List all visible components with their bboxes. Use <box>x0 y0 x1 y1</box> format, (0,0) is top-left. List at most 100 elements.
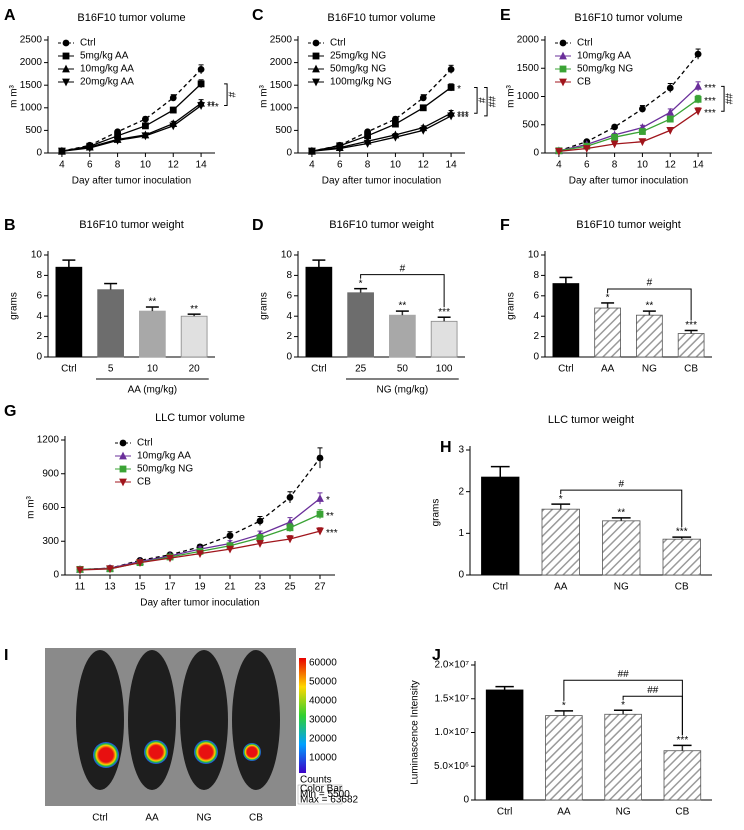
chart-title: B16F10 tumor weight <box>576 219 681 231</box>
y-tick-label: 8 <box>286 270 292 281</box>
bar <box>545 715 583 801</box>
marker <box>169 122 178 131</box>
series-line <box>311 112 452 152</box>
x-tick-label: 27 <box>314 582 326 593</box>
marker <box>141 132 150 141</box>
bracket <box>474 86 478 114</box>
legend-label: 20mg/kg AA <box>80 77 134 88</box>
marker <box>419 94 427 102</box>
panel-label: I <box>4 647 8 664</box>
y-tick-label: 1.5×10⁷ <box>435 693 470 704</box>
marker <box>196 550 204 559</box>
y-tick-label: 2.0×10⁷ <box>435 660 470 671</box>
colorbar-note: Min = 5500 <box>300 789 350 800</box>
x-axis-label: Day after tumor inoculation <box>72 176 192 187</box>
significance: *** <box>676 527 688 538</box>
x-tick-label: Ctrl <box>558 364 574 375</box>
legend-marker <box>312 64 320 73</box>
x-tick-label: 12 <box>418 160 430 171</box>
series-line <box>558 85 699 152</box>
bracket-label: # <box>647 278 653 289</box>
x-tick-label: 4 <box>556 160 562 171</box>
x-tick-label: 17 <box>164 582 176 593</box>
bar <box>97 289 124 358</box>
mouse <box>180 650 228 790</box>
bracket <box>721 85 725 112</box>
legend-marker <box>312 52 320 60</box>
legend-label: Ctrl <box>330 38 346 49</box>
series-line <box>558 98 699 152</box>
marker <box>447 84 455 91</box>
chart-title: B16F10 tumor volume <box>77 12 185 24</box>
mouse <box>232 650 280 790</box>
marker <box>392 120 399 128</box>
y-tick-label: 0 <box>286 352 292 363</box>
series-line <box>79 497 321 571</box>
y-tick-label: 2 <box>36 331 42 342</box>
bar <box>485 689 524 801</box>
series-line <box>61 102 202 152</box>
y-tick-label: 6 <box>533 290 539 301</box>
marker <box>666 107 675 116</box>
y-tick-label: 6 <box>286 290 292 301</box>
legend-label: 50mg/kg NG <box>577 64 633 75</box>
x-tick-label: 25 <box>284 582 296 593</box>
x-tick-label: 19 <box>194 582 206 593</box>
x-tick-label: 20 <box>189 364 201 375</box>
y-tick-label: 1200 <box>37 435 60 446</box>
bar <box>602 520 641 576</box>
panel-label: A <box>4 7 16 24</box>
y-tick-label: 1000 <box>20 102 43 113</box>
legend-label: Ctrl <box>80 38 96 49</box>
signal <box>194 740 218 764</box>
chart-title: B16F10 tumor weight <box>79 219 184 231</box>
y-tick-label: 0 <box>533 148 539 159</box>
marker <box>316 527 324 536</box>
bar <box>139 310 166 358</box>
y-tick-label: 4 <box>36 311 42 322</box>
y-tick-label: 1.0×10⁷ <box>435 727 470 738</box>
marker <box>555 147 563 156</box>
bracket-label: ## <box>618 669 630 680</box>
y-tick-label: 500 <box>275 125 292 136</box>
x-axis-label: Day after tumor inoculation <box>322 176 442 187</box>
x-tick-label: 6 <box>87 160 93 171</box>
colorbar <box>299 658 306 773</box>
legend-label: 10mg/kg AA <box>137 451 191 462</box>
legend-marker <box>559 65 567 73</box>
chart-title: B16F10 tumor volume <box>574 12 682 24</box>
chart-title: B16F10 tumor weight <box>329 219 434 231</box>
panel-label: H <box>440 439 452 456</box>
x-tick-label: 23 <box>254 582 266 593</box>
panel-label: B <box>4 217 16 234</box>
group-label: AA (mg/kg) <box>128 385 177 396</box>
marker <box>639 128 646 135</box>
y-tick-label: 0 <box>463 795 469 806</box>
legend-marker <box>62 78 70 87</box>
series-line <box>61 105 202 152</box>
legend-label: 10mg/kg AA <box>577 51 631 62</box>
x-tick-label: 11 <box>75 582 86 593</box>
bracket-label: # <box>400 263 406 274</box>
series-line <box>558 110 699 152</box>
legend-marker <box>312 78 320 87</box>
marker <box>226 532 234 540</box>
bracket <box>560 489 683 528</box>
y-tick-label: 2 <box>458 486 464 497</box>
panel-label: F <box>500 217 510 234</box>
y-tick-label: 10 <box>31 250 43 261</box>
y-tick-label: 10 <box>281 250 293 261</box>
chart-title: B16F10 tumor volume <box>327 12 435 24</box>
x-tick-label: NG <box>642 364 657 375</box>
y-tick-label: 3 <box>458 445 464 456</box>
panel-label: J <box>432 647 441 664</box>
x-tick-label: 5 <box>108 364 114 375</box>
bar <box>677 333 705 358</box>
panel-label: G <box>4 403 16 420</box>
y-tick-label: 0 <box>533 352 539 363</box>
marker <box>694 107 702 116</box>
marker <box>447 112 455 121</box>
y-tick-label: 0 <box>36 352 42 363</box>
x-axis-label: Day after tumor inoculation <box>140 598 260 609</box>
x-tick-label: 100 <box>436 364 453 375</box>
